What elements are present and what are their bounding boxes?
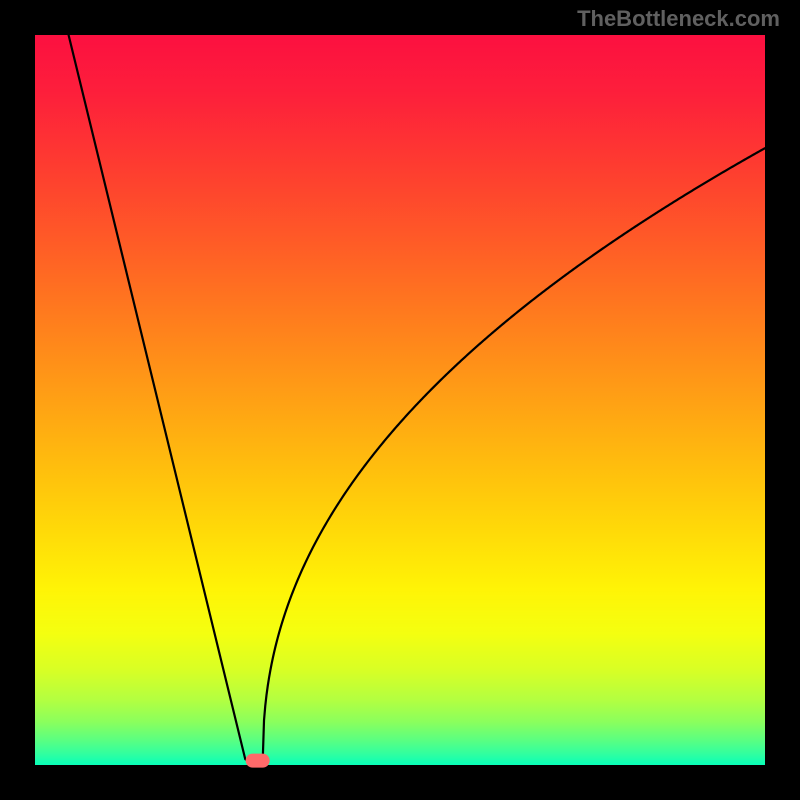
chart-container: TheBottleneck.com (0, 0, 800, 800)
chart-svg (0, 0, 800, 800)
watermark-text: TheBottleneck.com (577, 6, 780, 32)
